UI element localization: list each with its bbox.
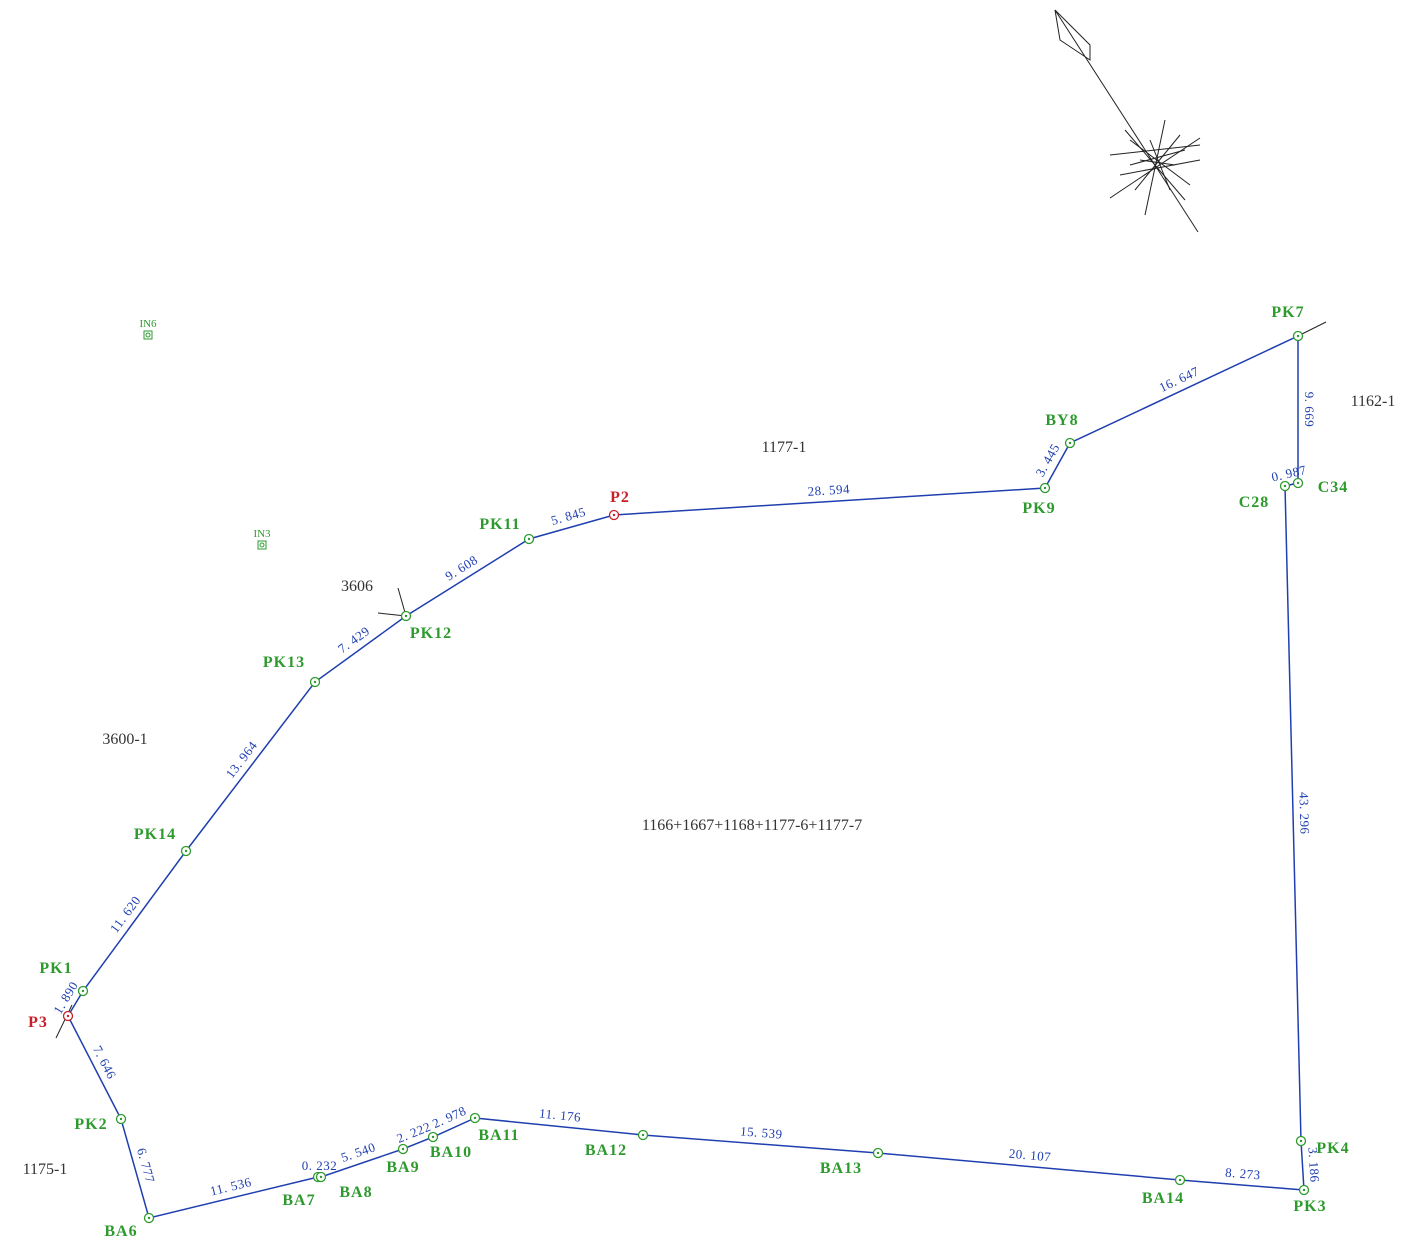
survey-point-dot (319, 1175, 323, 1179)
point-label: BA13 (820, 1160, 862, 1177)
edge-length: 7. 429 (335, 623, 373, 656)
point-label: C34 (1318, 479, 1349, 496)
edge-length: 28. 594 (807, 481, 850, 499)
point-label: BA9 (386, 1159, 419, 1176)
survey-point-dot (1283, 484, 1287, 488)
edge-length: 11. 176 (538, 1105, 581, 1124)
point-label: PK4 (1316, 1140, 1349, 1157)
survey-point-dot (1299, 1139, 1303, 1143)
edge-length: 0. 232 (302, 1158, 338, 1173)
north-arrow (1054, 9, 1201, 233)
point-label: PK7 (1271, 304, 1304, 321)
edge-length: 2. 978 (430, 1103, 469, 1131)
point-label: PK11 (479, 516, 520, 533)
point-label: PK9 (1022, 500, 1055, 517)
point-label: PK12 (410, 625, 452, 642)
edge-length: 5. 540 (339, 1139, 377, 1165)
edge-length: 1. 890 (50, 979, 81, 1017)
survey-point-dot (1302, 1188, 1306, 1192)
survey-point-dot (1043, 486, 1047, 490)
survey-point-dot (313, 680, 317, 684)
parcel-label: 1175-1 (23, 1161, 68, 1178)
parcel-label: 3606 (341, 578, 373, 595)
point-label: P3 (28, 1014, 48, 1031)
boundary-ticks (55, 321, 1327, 1039)
survey-point-dot (81, 989, 85, 993)
survey-point-dot (119, 1117, 123, 1121)
survey-point-dot (1296, 334, 1300, 338)
marker (143, 330, 153, 340)
marker-dot (259, 542, 265, 548)
survey-point-dot (1296, 481, 1300, 485)
point-label: P2 (610, 489, 630, 506)
point-label: BA8 (339, 1184, 372, 1201)
edge-length: 20. 107 (1008, 1146, 1052, 1165)
point-label: PK14 (134, 826, 176, 843)
parcel-label: 1177-1 (762, 439, 807, 456)
boundary (67, 334, 1305, 1219)
edge-length: 15. 539 (740, 1123, 784, 1141)
survey-point-dot (1068, 441, 1072, 445)
survey-point-dot (612, 513, 616, 517)
survey-point-dot (473, 1116, 477, 1120)
point-label: PK3 (1293, 1198, 1326, 1215)
point-label: PK1 (39, 960, 72, 977)
point-label: BA10 (430, 1144, 472, 1161)
marker-dot (145, 332, 151, 338)
survey-point-dot (527, 537, 531, 541)
survey-point-dot (431, 1135, 435, 1139)
point-label: BA12 (585, 1142, 627, 1159)
edge-length: 9. 669 (1302, 392, 1317, 428)
edge-length: 2. 222 (394, 1119, 433, 1146)
edge-length: 7. 646 (90, 1043, 120, 1081)
point-label: BY8 (1045, 412, 1078, 429)
survey-point-dot (66, 1014, 70, 1018)
marker-label: IN6 (139, 318, 157, 330)
survey-point-dot (1178, 1178, 1182, 1182)
edge-length: 9. 608 (442, 552, 480, 584)
point-label: BA14 (1142, 1190, 1184, 1207)
parcel-label: 3600-1 (102, 731, 147, 748)
edge-length: 13. 964 (223, 738, 261, 781)
edge-length: 8. 273 (1225, 1165, 1262, 1183)
edge-length: 43. 296 (1296, 792, 1312, 835)
edge-length: 11. 620 (107, 893, 144, 936)
survey-point-dot (404, 614, 408, 618)
edge-length: 3. 186 (1305, 1147, 1322, 1183)
marker-label: IN3 (253, 528, 271, 540)
parcel-label: 1162-1 (1351, 393, 1396, 410)
point-label: BA6 (104, 1223, 137, 1240)
point-label: C28 (1239, 494, 1270, 511)
point-label: PK13 (263, 654, 305, 671)
survey-point-dot (641, 1133, 645, 1137)
survey-point-dot (401, 1147, 405, 1151)
marker (257, 540, 267, 550)
survey-point-dot (147, 1216, 151, 1220)
point-label: BA11 (478, 1127, 519, 1144)
point-label: BA7 (282, 1192, 315, 1209)
survey-point-dot (876, 1151, 880, 1155)
survey-point-dot (184, 849, 188, 853)
parcel-label: 1166+1667+1168+1177-6+1177-7 (642, 817, 862, 834)
edge-length: 16. 647 (1157, 363, 1202, 395)
edge-length: 3. 445 (1032, 441, 1062, 479)
point-label: PK2 (74, 1116, 107, 1133)
